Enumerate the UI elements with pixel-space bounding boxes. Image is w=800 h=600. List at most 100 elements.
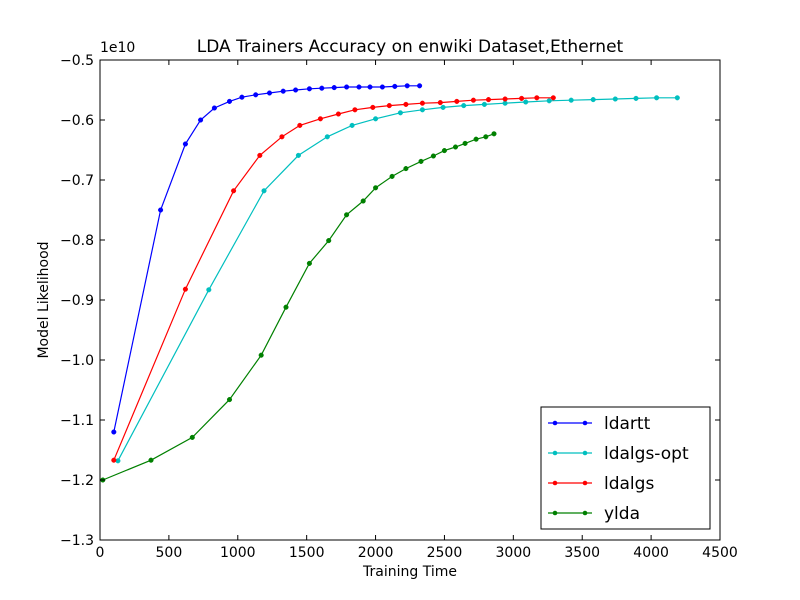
data-point — [546, 98, 552, 104]
chart-title: LDA Trainers Accuracy on enwiki Dataset,… — [197, 37, 624, 57]
data-point — [491, 131, 497, 137]
data-point — [462, 140, 468, 146]
legend: ldartt ldalgs-opt ldalgs ylda — [540, 406, 711, 530]
data-point — [633, 95, 639, 101]
data-point — [612, 96, 618, 102]
data-point — [440, 104, 446, 110]
data-point — [182, 286, 188, 292]
data-point — [519, 95, 525, 101]
data-point — [523, 99, 529, 105]
x-tick-label: 3500 — [564, 545, 600, 561]
data-point — [148, 457, 154, 463]
x-tick-label: 1500 — [289, 545, 325, 561]
data-point — [419, 107, 425, 113]
data-point — [461, 103, 467, 109]
legend-swatch-marker — [582, 420, 588, 426]
data-point — [226, 397, 233, 403]
data-point — [441, 148, 447, 154]
legend-label: ylda — [604, 504, 640, 524]
data-point — [386, 103, 392, 109]
data-point — [279, 134, 285, 140]
data-point — [437, 100, 443, 106]
data-point — [430, 153, 436, 159]
data-point — [418, 158, 424, 164]
data-point — [485, 97, 492, 103]
legend-item-ldartt: ldartt — [548, 414, 651, 434]
data-point — [189, 434, 195, 440]
data-point — [356, 84, 362, 90]
data-point — [404, 83, 410, 89]
y-tick-label: −1.1 — [60, 413, 94, 429]
y-tick-label: −0.5 — [60, 53, 94, 69]
data-point — [266, 90, 273, 96]
data-point — [198, 117, 204, 123]
data-point — [568, 97, 574, 103]
series-ldartt — [111, 83, 423, 435]
data-point — [295, 152, 301, 158]
data-point — [481, 101, 487, 107]
x-tick-label: 500 — [156, 545, 183, 561]
data-point — [111, 457, 117, 463]
data-point — [239, 94, 245, 100]
data-point — [111, 429, 117, 435]
data-point — [373, 185, 379, 191]
legend-item-ldalgs-opt: ldalgs-opt — [548, 444, 689, 464]
data-point — [324, 134, 330, 140]
data-point — [654, 95, 660, 101]
y-tick-label: −1.2 — [60, 473, 94, 489]
x-axis-label: Training Time — [362, 564, 457, 580]
data-point — [297, 122, 303, 128]
legend-items: ldartt ldalgs-opt ldalgs ylda — [548, 414, 689, 524]
legend-label: ldalgs-opt — [604, 444, 689, 464]
data-point — [397, 110, 403, 116]
data-point — [674, 95, 680, 101]
x-tick-label: 4500 — [702, 545, 738, 561]
y-tick-label: −1.0 — [60, 353, 94, 369]
y-offset-label: 1e10 — [100, 40, 135, 56]
data-point — [317, 116, 323, 122]
data-point — [293, 87, 299, 93]
data-point — [306, 86, 312, 92]
data-point — [344, 212, 350, 218]
data-point — [502, 96, 508, 102]
data-point — [590, 97, 596, 103]
series-ldalgs-opt — [115, 95, 680, 464]
y-tick-label: −1.3 — [60, 533, 94, 549]
data-point — [258, 352, 264, 358]
y-tick-label: −0.8 — [60, 233, 94, 249]
series-layer — [100, 83, 680, 483]
series-ldalgs — [111, 95, 556, 463]
data-point — [403, 101, 409, 107]
data-point — [360, 198, 366, 204]
x-tick-label: 2500 — [427, 545, 463, 561]
data-point — [534, 95, 540, 101]
data-point — [349, 122, 355, 128]
legend-swatch-marker — [582, 510, 588, 516]
data-point — [352, 107, 358, 113]
data-point — [158, 207, 164, 213]
legend-swatch-marker — [582, 480, 588, 486]
data-point — [283, 304, 289, 310]
legend-swatch-marker — [582, 450, 588, 456]
x-tick-label: 4000 — [633, 545, 669, 561]
data-point — [379, 84, 385, 90]
data-point — [319, 85, 325, 91]
data-point — [280, 88, 286, 94]
data-point — [211, 105, 217, 111]
data-point — [367, 84, 373, 90]
legend-label: ldartt — [604, 414, 651, 434]
legend-item-ylda: ylda — [548, 504, 640, 524]
x-tick-label: 1000 — [220, 545, 256, 561]
data-point — [389, 173, 395, 179]
series-ylda — [100, 131, 497, 483]
data-point — [253, 92, 259, 98]
legend-item-ldalgs: ldalgs — [548, 474, 654, 494]
data-point — [373, 116, 379, 122]
data-point — [226, 98, 233, 104]
y-tick-label: −0.7 — [60, 173, 94, 189]
data-point — [419, 100, 425, 106]
x-tick-label: 0 — [96, 545, 105, 561]
data-point — [115, 458, 121, 464]
x-tick-label: 3000 — [496, 545, 532, 561]
